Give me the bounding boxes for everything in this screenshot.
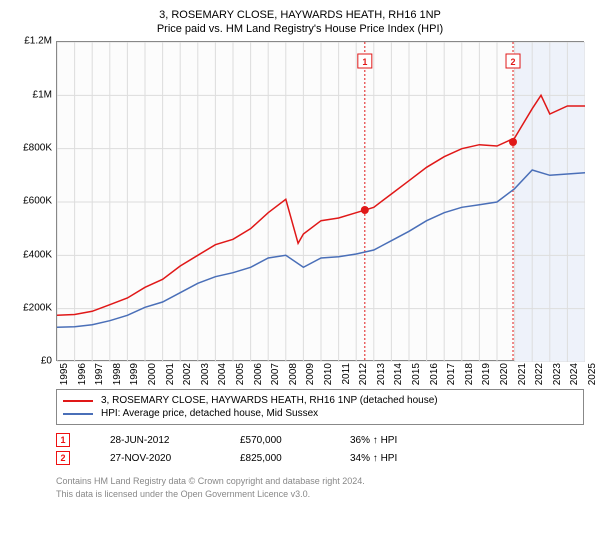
legend-label-1: 3, ROSEMARY CLOSE, HAYWARDS HEATH, RH16 … (101, 395, 438, 406)
x-tick-label: 2010 (323, 363, 334, 385)
y-tick-label: £1M (12, 89, 52, 100)
y-tick-label: £0 (12, 356, 52, 367)
chart-title-line2: Price paid vs. HM Land Registry's House … (12, 23, 588, 35)
x-tick-label: 1996 (77, 363, 88, 385)
y-tick-label: £600K (12, 196, 52, 207)
svg-text:2: 2 (511, 57, 516, 67)
x-tick-label: 2001 (165, 363, 176, 385)
x-tick-label: 2008 (288, 363, 299, 385)
legend-row-1: 3, ROSEMARY CLOSE, HAYWARDS HEATH, RH16 … (63, 394, 577, 407)
marker-row-1: 1 28-JUN-2012 £570,000 36% ↑ HPI (56, 431, 584, 449)
x-tick-label: 2025 (587, 363, 598, 385)
marker-price-2: £825,000 (240, 453, 310, 464)
legend-label-2: HPI: Average price, detached house, Mid … (101, 408, 318, 419)
x-tick-label: 2007 (270, 363, 281, 385)
x-tick-label: 2021 (517, 363, 528, 385)
marker-row-2: 2 27-NOV-2020 £825,000 34% ↑ HPI (56, 449, 584, 467)
footer-line-2: This data is licensed under the Open Gov… (56, 488, 584, 501)
x-tick-label: 2015 (411, 363, 422, 385)
y-tick-label: £400K (12, 249, 52, 260)
x-tick-label: 2023 (552, 363, 563, 385)
x-tick-label: 1998 (112, 363, 123, 385)
x-tick-label: 2014 (393, 363, 404, 385)
x-tick-label: 2011 (341, 363, 352, 385)
y-tick-label: £1.2M (12, 36, 52, 47)
y-tick-label: £200K (12, 303, 52, 314)
x-tick-label: 2020 (499, 363, 510, 385)
x-tick-label: 2024 (569, 363, 580, 385)
marker-table: 1 28-JUN-2012 £570,000 36% ↑ HPI 2 27-NO… (56, 431, 584, 467)
x-tick-label: 2018 (464, 363, 475, 385)
marker-price-1: £570,000 (240, 435, 310, 446)
x-tick-label: 1999 (129, 363, 140, 385)
marker-date-2: 27-NOV-2020 (110, 453, 200, 464)
marker-date-1: 28-JUN-2012 (110, 435, 200, 446)
chart-title-line1: 3, ROSEMARY CLOSE, HAYWARDS HEATH, RH16 … (12, 8, 588, 23)
svg-text:1: 1 (362, 57, 367, 67)
x-tick-label: 2016 (429, 363, 440, 385)
chart-area: £0£200K£400K£600K£800K£1M£1.2M 12 199519… (12, 41, 588, 385)
x-tick-label: 2019 (481, 363, 492, 385)
marker-pct-1: 36% ↑ HPI (350, 435, 430, 446)
x-tick-label: 1995 (59, 363, 70, 385)
plot-region: 12 (56, 41, 584, 361)
x-tick-label: 2013 (376, 363, 387, 385)
legend: 3, ROSEMARY CLOSE, HAYWARDS HEATH, RH16 … (56, 389, 584, 425)
legend-row-2: HPI: Average price, detached house, Mid … (63, 407, 577, 420)
marker-pct-2: 34% ↑ HPI (350, 453, 430, 464)
x-tick-label: 1997 (94, 363, 105, 385)
footer-line-1: Contains HM Land Registry data © Crown c… (56, 475, 584, 488)
x-tick-label: 2009 (305, 363, 316, 385)
x-tick-label: 2003 (200, 363, 211, 385)
marker-badge-2: 2 (56, 451, 70, 465)
y-tick-label: £800K (12, 143, 52, 154)
x-tick-label: 2017 (446, 363, 457, 385)
x-tick-label: 2005 (235, 363, 246, 385)
legend-swatch-1 (63, 400, 93, 402)
x-tick-label: 2022 (534, 363, 545, 385)
x-tick-label: 2004 (217, 363, 228, 385)
x-tick-label: 2012 (358, 363, 369, 385)
legend-swatch-2 (63, 413, 93, 415)
x-tick-label: 2000 (147, 363, 158, 385)
x-tick-label: 2006 (253, 363, 264, 385)
x-tick-label: 2002 (182, 363, 193, 385)
footer: Contains HM Land Registry data © Crown c… (56, 475, 584, 500)
marker-badge-1: 1 (56, 433, 70, 447)
